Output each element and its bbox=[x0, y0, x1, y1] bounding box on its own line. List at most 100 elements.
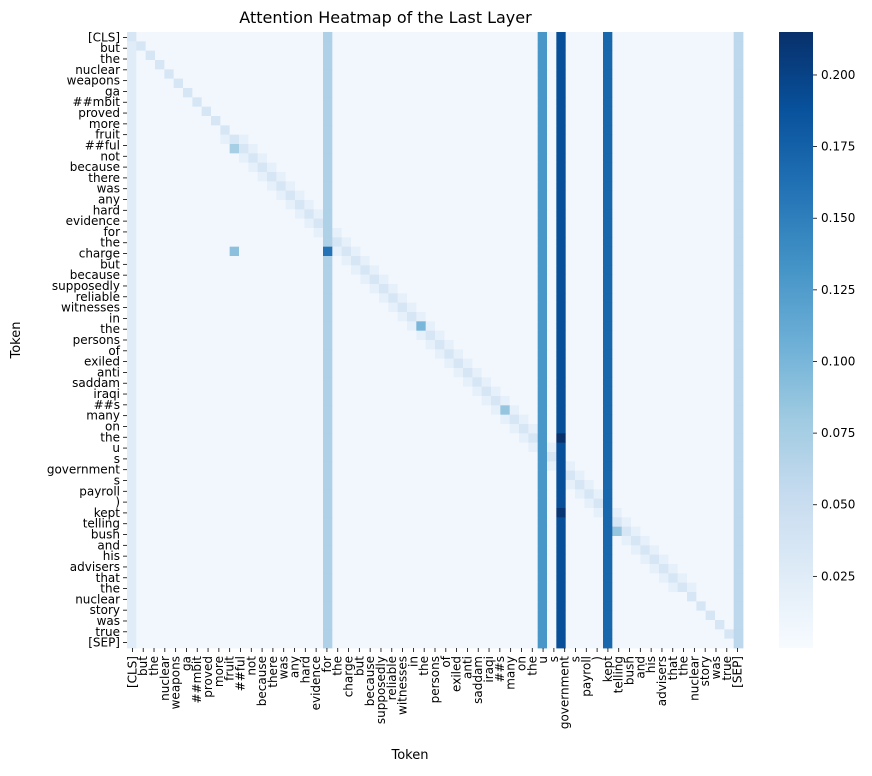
heatmap-cell bbox=[192, 302, 203, 313]
heatmap-cell bbox=[472, 405, 483, 416]
heatmap-cell bbox=[547, 452, 557, 462]
heatmap-cell bbox=[575, 508, 585, 518]
heatmap-cell bbox=[631, 88, 641, 98]
heatmap-cell bbox=[388, 405, 399, 416]
heatmap-cell bbox=[201, 88, 212, 98]
heatmap-cell bbox=[145, 340, 156, 350]
heatmap-cell bbox=[351, 470, 361, 481]
heatmap-cell bbox=[687, 470, 697, 481]
heatmap-cell bbox=[556, 330, 567, 341]
heatmap-cell bbox=[425, 106, 436, 117]
heatmap-cell bbox=[537, 190, 548, 201]
heatmap-cell bbox=[332, 498, 343, 509]
heatmap-cell bbox=[220, 554, 231, 565]
heatmap-cell bbox=[687, 414, 697, 425]
heatmap-cell bbox=[649, 545, 660, 556]
heatmap-cell bbox=[276, 153, 287, 164]
heatmap-cell bbox=[537, 377, 548, 388]
heatmap-cell bbox=[220, 573, 231, 584]
heatmap-cell bbox=[136, 302, 147, 313]
heatmap-cell bbox=[145, 358, 156, 369]
heatmap-cell bbox=[472, 50, 483, 61]
heatmap-cell bbox=[696, 209, 707, 220]
heatmap-cell bbox=[136, 433, 147, 444]
heatmap-cell bbox=[621, 302, 632, 313]
heatmap-cell bbox=[341, 321, 352, 332]
heatmap-cell bbox=[705, 452, 716, 462]
heatmap-cell bbox=[360, 480, 371, 490]
heatmap-cell bbox=[220, 106, 231, 117]
heatmap-cell bbox=[687, 41, 697, 52]
heatmap-cell bbox=[463, 302, 473, 313]
heatmap-cell bbox=[164, 340, 175, 350]
heatmap-cell bbox=[668, 489, 679, 500]
heatmap-cell bbox=[500, 442, 511, 453]
heatmap-cell bbox=[715, 554, 725, 565]
heatmap-cell bbox=[677, 592, 688, 602]
heatmap-cell bbox=[640, 153, 651, 164]
heatmap-cell bbox=[584, 545, 595, 556]
heatmap-cell bbox=[332, 246, 343, 257]
heatmap-cell bbox=[575, 620, 585, 630]
heatmap-cell bbox=[519, 162, 529, 173]
heatmap-cell bbox=[323, 153, 333, 164]
heatmap-cell bbox=[603, 498, 613, 509]
heatmap-cell bbox=[733, 377, 744, 388]
heatmap-cell bbox=[733, 78, 744, 89]
heatmap-cell bbox=[435, 433, 445, 444]
heatmap-cell bbox=[733, 396, 744, 406]
heatmap-cell bbox=[491, 470, 501, 481]
heatmap-cell bbox=[257, 592, 268, 602]
heatmap-cell bbox=[500, 554, 511, 565]
heatmap-cell bbox=[323, 200, 333, 210]
heatmap-cell bbox=[640, 181, 651, 192]
heatmap-cell bbox=[537, 452, 548, 462]
heatmap-cell bbox=[659, 638, 669, 649]
heatmap-cell bbox=[360, 50, 371, 61]
heatmap-cell bbox=[304, 274, 315, 285]
heatmap-cell bbox=[304, 452, 315, 462]
x-tick-label: for bbox=[320, 656, 334, 673]
heatmap-cell bbox=[603, 106, 613, 117]
heatmap-cell bbox=[351, 330, 361, 341]
heatmap-cell bbox=[192, 592, 203, 602]
heatmap-cell bbox=[285, 526, 296, 537]
heatmap-cell bbox=[547, 564, 557, 574]
heatmap-cell bbox=[220, 340, 231, 350]
heatmap-cell bbox=[145, 498, 156, 509]
heatmap-cell bbox=[145, 601, 156, 612]
heatmap-cell bbox=[351, 116, 361, 126]
heatmap-cell bbox=[155, 153, 165, 164]
heatmap-cell bbox=[267, 564, 277, 574]
heatmap-cell bbox=[351, 256, 361, 266]
heatmap-cell bbox=[360, 293, 371, 304]
heatmap-cell bbox=[621, 60, 632, 70]
heatmap-cell bbox=[537, 564, 548, 574]
heatmap-cell bbox=[332, 461, 343, 472]
heatmap-cell bbox=[267, 116, 277, 126]
heatmap-cell bbox=[379, 330, 389, 341]
heatmap-cell bbox=[155, 50, 165, 61]
heatmap-cell bbox=[724, 265, 735, 276]
heatmap-cell bbox=[360, 489, 371, 500]
heatmap-cell bbox=[285, 601, 296, 612]
heatmap-cell bbox=[127, 564, 137, 574]
heatmap-cell bbox=[575, 517, 585, 528]
heatmap-cell bbox=[677, 144, 688, 154]
heatmap-cell bbox=[547, 638, 557, 649]
heatmap-cell bbox=[351, 218, 361, 229]
heatmap-cell bbox=[640, 256, 651, 266]
heatmap-cell bbox=[127, 582, 137, 593]
heatmap-cell bbox=[519, 340, 529, 350]
heatmap-cell bbox=[248, 32, 259, 42]
heatmap-cell bbox=[369, 358, 380, 369]
heatmap-cell bbox=[575, 144, 585, 154]
heatmap-cell bbox=[491, 302, 501, 313]
heatmap-cell bbox=[220, 274, 231, 285]
heatmap-cell bbox=[211, 162, 221, 173]
heatmap-cell bbox=[229, 517, 240, 528]
heatmap-cell bbox=[341, 302, 352, 313]
heatmap-cell bbox=[640, 330, 651, 341]
heatmap-cell bbox=[229, 172, 240, 182]
heatmap-cell bbox=[183, 209, 193, 220]
